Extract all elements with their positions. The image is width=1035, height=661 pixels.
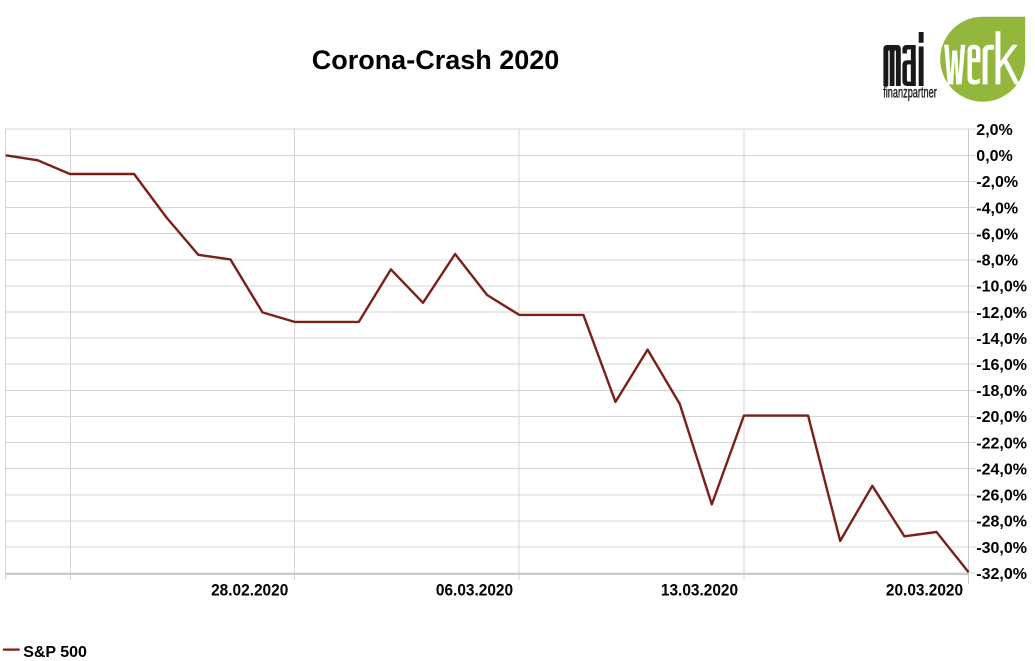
svg-text:-6,0%: -6,0% — [976, 226, 1018, 243]
svg-text:-2,0%: -2,0% — [976, 174, 1018, 191]
svg-text:-10,0%: -10,0% — [976, 279, 1027, 296]
svg-text:-28,0%: -28,0% — [976, 514, 1027, 531]
svg-text:-22,0%: -22,0% — [976, 435, 1027, 452]
svg-text:-20,0%: -20,0% — [976, 409, 1027, 426]
svg-text:-18,0%: -18,0% — [976, 383, 1027, 400]
svg-text:-14,0%: -14,0% — [976, 331, 1027, 348]
svg-text:-26,0%: -26,0% — [976, 488, 1027, 505]
svg-text:13.03.2020: 13.03.2020 — [661, 580, 738, 599]
svg-text:20.03.2020: 20.03.2020 — [886, 580, 963, 599]
svg-text:2,0%: 2,0% — [976, 122, 1012, 139]
svg-text:-24,0%: -24,0% — [976, 462, 1027, 479]
svg-text:-8,0%: -8,0% — [976, 253, 1018, 270]
svg-text:28.02.2020: 28.02.2020 — [211, 580, 288, 599]
svg-text:0,0%: 0,0% — [976, 148, 1012, 165]
svg-text:-30,0%: -30,0% — [976, 540, 1027, 557]
svg-text:Corona-Crash 2020: Corona-Crash 2020 — [312, 45, 560, 75]
svg-text:06.03.2020: 06.03.2020 — [436, 580, 513, 599]
svg-text:-4,0%: -4,0% — [976, 200, 1018, 217]
svg-text:-12,0%: -12,0% — [976, 305, 1027, 322]
svg-text:-16,0%: -16,0% — [976, 357, 1027, 374]
svg-text:-32,0%: -32,0% — [976, 566, 1027, 583]
svg-text:finanzpartner: finanzpartner — [883, 85, 937, 102]
svg-text:S&P 500: S&P 500 — [23, 644, 87, 661]
